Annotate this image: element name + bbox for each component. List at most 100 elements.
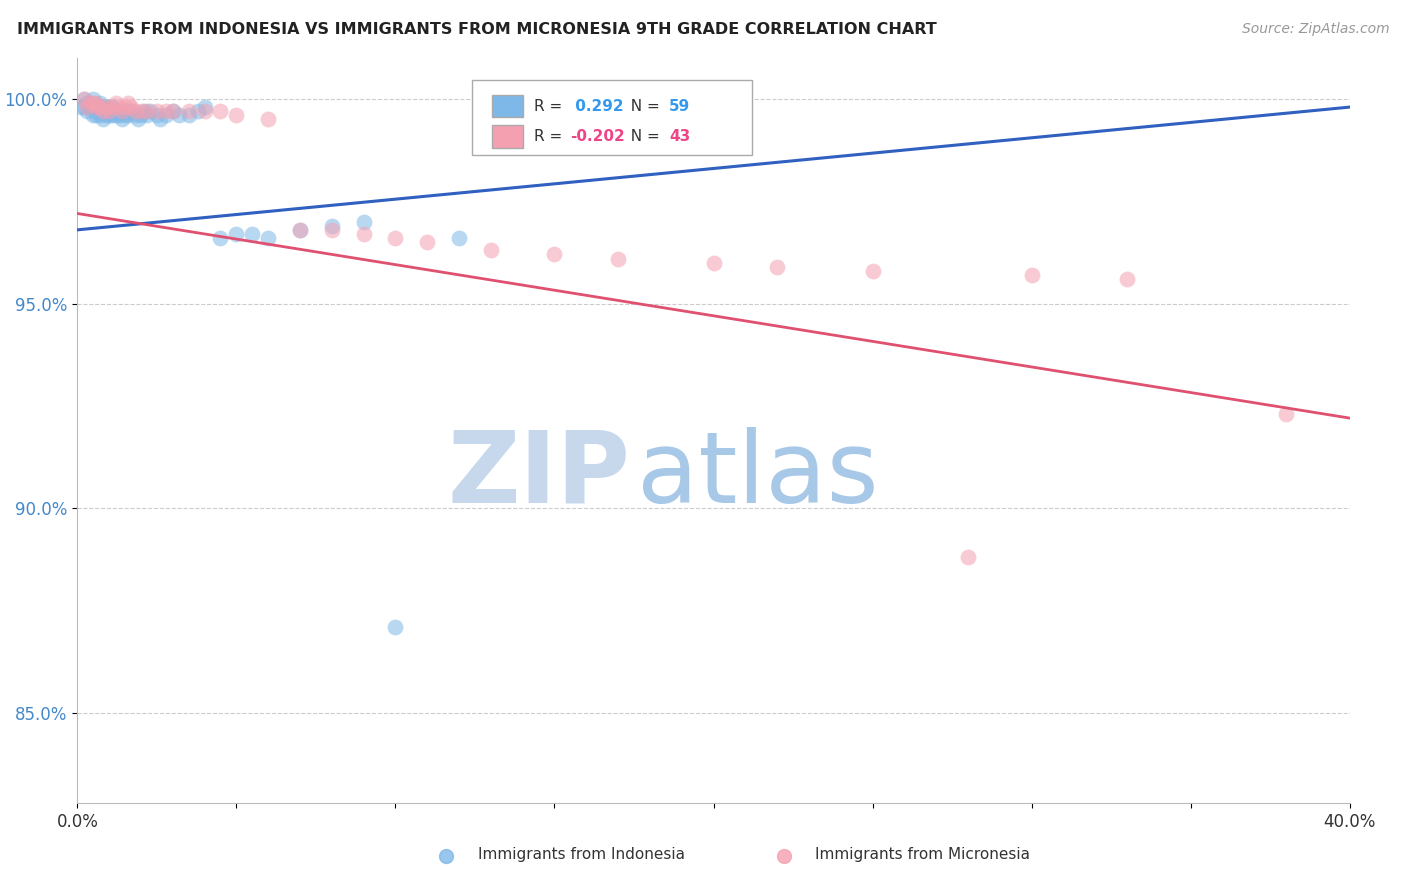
Point (288, 223, 311, 237)
Point (209, 104, 232, 119)
Point (76, 104, 98, 119)
Point (107, 108, 129, 122)
Point (91, 100, 114, 114)
Point (120, 104, 142, 119)
FancyBboxPatch shape (492, 125, 523, 147)
Point (82, 92, 104, 106)
Point (240, 227, 263, 241)
Point (353, 227, 375, 241)
Point (177, 104, 200, 119)
Point (384, 620, 406, 634)
Point (104, 108, 127, 122)
Point (288, 223, 311, 237)
Point (86, 108, 108, 122)
Point (82, 100, 104, 114)
Point (98, 100, 121, 114)
Point (209, 231, 232, 245)
Text: R =: R = (534, 128, 567, 144)
Point (194, 104, 217, 119)
Point (91, 112, 114, 127)
Point (766, 260, 789, 274)
Point (167, 108, 190, 122)
Point (862, 264, 884, 278)
Text: IMMIGRANTS FROM INDONESIA VS IMMIGRANTS FROM MICRONESIA 9TH GRADE CORRELATION CH: IMMIGRANTS FROM INDONESIA VS IMMIGRANTS … (17, 22, 936, 37)
Point (149, 112, 172, 127)
Point (225, 108, 247, 122)
Text: -0.202: -0.202 (569, 128, 624, 144)
Point (79, 95, 101, 110)
Point (79, 100, 101, 114)
Point (416, 235, 439, 249)
Point (94, 100, 117, 114)
Text: atlas: atlas (637, 426, 879, 524)
Point (91, 104, 114, 119)
Point (479, 244, 502, 258)
Point (129, 104, 152, 119)
Point (114, 108, 136, 122)
Point (124, 104, 146, 119)
Point (82, 95, 104, 110)
Point (353, 215, 375, 229)
Point (76, 100, 98, 114)
Point (94, 100, 117, 114)
Point (1275, 407, 1298, 421)
Text: Source: ZipAtlas.com: Source: ZipAtlas.com (1241, 22, 1389, 37)
Point (257, 112, 280, 127)
Point (136, 104, 159, 119)
Point (134, 104, 156, 119)
Point (86, 95, 108, 110)
Text: Immigrants from Micronesia: Immigrants from Micronesia (815, 847, 1031, 863)
Point (129, 108, 152, 122)
Point (101, 108, 124, 122)
Point (139, 104, 162, 119)
Point (107, 100, 129, 114)
Point (101, 100, 124, 114)
Point (194, 100, 217, 114)
Point (162, 104, 184, 119)
Point (89, 95, 111, 110)
Point (257, 231, 280, 245)
Point (101, 100, 124, 114)
Point (136, 108, 159, 122)
Point (177, 108, 200, 122)
FancyBboxPatch shape (492, 95, 523, 118)
FancyBboxPatch shape (472, 80, 752, 155)
Point (73, 92, 96, 106)
Point (155, 104, 177, 119)
Point (447, 231, 470, 245)
Text: N =: N = (620, 128, 664, 144)
Point (111, 104, 134, 119)
Text: 59: 59 (669, 99, 690, 113)
Point (384, 231, 406, 245)
Point (146, 108, 169, 122)
Point (86, 104, 108, 119)
Point (146, 104, 169, 119)
Point (86, 100, 108, 114)
Point (104, 104, 127, 119)
Text: N =: N = (620, 99, 664, 113)
Point (1021, 268, 1043, 282)
Point (321, 223, 343, 237)
Point (98, 108, 121, 122)
Text: R =: R = (534, 99, 567, 113)
Point (187, 104, 209, 119)
Point (117, 108, 139, 122)
Point (111, 112, 134, 127)
Point (94, 108, 117, 122)
Point (89, 100, 111, 114)
Point (69, 100, 91, 114)
Point (82, 108, 104, 122)
Point (127, 112, 149, 127)
Point (107, 104, 129, 119)
Point (225, 227, 247, 241)
Point (98, 104, 121, 119)
Point (114, 104, 136, 119)
Point (89, 100, 111, 114)
Point (76, 95, 98, 110)
Point (321, 219, 343, 233)
Point (89, 108, 111, 122)
Point (73, 92, 96, 106)
Point (79, 95, 101, 110)
Text: ZIP: ZIP (449, 426, 631, 524)
Point (607, 252, 630, 266)
